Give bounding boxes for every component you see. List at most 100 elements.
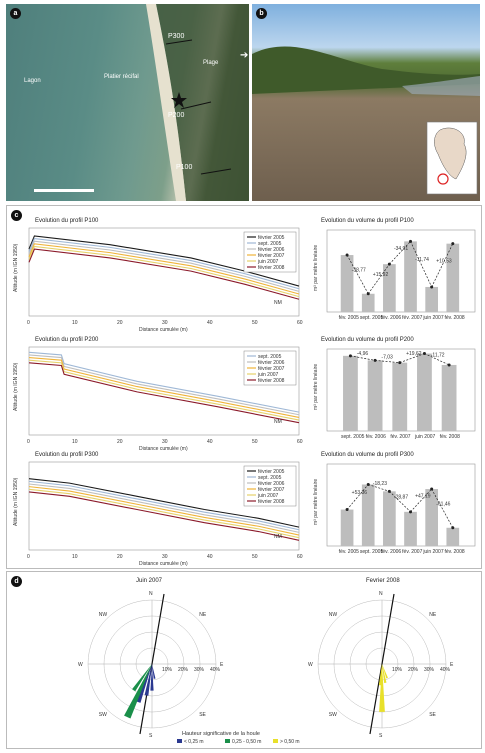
profile-series-line [28,357,300,418]
volume-bar [340,509,354,546]
volume-bar [383,264,396,312]
volume-diff-line [410,241,432,288]
legend-swatch [225,739,230,743]
rose-direction-NW: NW [329,612,338,618]
panel-a-aerial-photo: a P300 Lagon Platier récifal Plage P200 … [6,4,249,201]
profile-nm-label: NM [274,300,282,306]
profile-frame-0 [28,227,300,317]
volume-category: fév. 2007 [402,549,422,555]
label-lagon: Lagon [24,78,41,84]
profile-series-line [28,488,300,539]
rose-petal [132,664,152,692]
rose-petal [382,664,388,679]
volume-frame-0 [326,229,476,313]
volume-title-1: Evolution du volume du profil P200 [321,337,414,343]
rose-direction-SE: SE [199,712,206,718]
volume-bar [361,484,375,546]
volume-diff-label: +47,19 [415,493,431,499]
volume-category: fév. 2008 [440,434,460,440]
volume-ylabel-2: m³ par mètre linéaire [313,479,319,525]
legend-label: < 0,25 m [184,739,204,745]
volume-diff-label: -34,91 [394,246,408,252]
legend-label: > 0,50 m [280,739,300,745]
volume-diff-line [431,488,454,528]
rose-ring-label: 20% [408,667,419,673]
rose-ring-label: 30% [424,667,435,673]
volume-ylabel-0: m³ par mètre linéaire [313,245,319,291]
volume-bar [392,362,408,431]
legend-label: 0,25 - 0,50 m [232,739,261,745]
profile-xtick: 40 [207,439,213,445]
volume-point [345,253,349,257]
rose-petal [152,664,156,679]
rose-direction-SE: SE [429,712,436,718]
volume-bar [361,293,375,312]
volume-category: fév. 2006 [381,549,401,555]
profile-series-line [28,491,300,541]
profile-series-line [28,362,300,424]
volume-diff-line [399,353,425,363]
panel-a-label: a [10,8,21,19]
volume-category: juin 2007 [414,434,436,440]
rose-petal [378,664,382,686]
rose-direction-E: E [450,662,454,668]
volume-category: sept. 2005 [360,315,384,321]
profile-xtick: 60 [297,554,303,560]
legend-label: février 2007 [258,253,285,259]
profile-xtick: 40 [207,554,213,560]
volume-diff-label: -28,87 [394,495,408,501]
profile-series-line [28,235,300,287]
legend-label: juin 2007 [257,259,279,265]
profile-xtick: 0 [27,554,30,560]
volume-title-2: Evolution du volume du profil P300 [321,452,414,458]
rose-direction-S: S [379,733,383,739]
panel-c-svg: Evolution du profil P100 Altitude (m IGN … [13,218,476,567]
volume-diff-line [424,353,450,366]
volume-bar [441,364,457,431]
volume-title-0: Evolution du volume du profil P100 [321,218,414,224]
volume-point [398,361,402,365]
label-p200: P200 [168,112,185,119]
volume-category: juin 2007 [422,315,444,321]
volume-diff-line [389,241,411,265]
profile-xtick: 0 [27,320,30,326]
legend-title: Hauteur significative de la houle [182,731,260,737]
rose-direction-N: N [149,591,153,597]
volume-category: sept. 2005 [341,434,365,440]
profile-nm-label: NM [274,419,282,425]
rose-title-1: Fevrier 2008 [366,578,400,584]
volume-point [430,285,434,289]
volume-point [430,487,434,491]
volume-bar [417,353,432,431]
profile-legend-box [243,350,297,386]
volume-point [447,363,451,367]
volume-bar [343,355,358,431]
legend-label: sept. 2005 [258,241,282,247]
profile-xtick: 30 [162,320,168,326]
aerial-overlay [34,4,249,201]
profile-xtick: 30 [162,554,168,560]
profile-legend-box [243,465,297,507]
profile-nm-label: NM [274,534,282,540]
volume-ylabel-1: m³ par mètre linéaire [313,364,319,410]
volume-diff-label: -11,72 [431,352,445,358]
volume-bar [404,241,417,312]
volume-diff-line [346,254,369,294]
volume-bar [340,255,354,312]
profile-series-line [28,243,300,295]
profile-ylabel-2: Altitude (m IGN 1950) [13,477,19,526]
volume-point [451,242,455,246]
volume-point [366,292,370,296]
volume-category: juin 2007 [422,549,444,555]
label-p300: P300 [168,33,185,40]
volume-diff-label: +53,36 [352,490,368,496]
legend-label: février 2006 [258,481,285,487]
volume-point [422,352,426,356]
volume-bar [383,491,396,546]
volume-category: sept. 2005 [360,549,384,555]
profile-xlabel-2: Distance cumulée (m) [139,561,188,567]
legend-label: juin 2007 [257,372,279,378]
panel-d-wave-roses: d Juin 2007 10% 20% 30% 40% N NE E SE S SW W NW Fevri… [6,571,482,749]
volume-category: fév. 2006 [366,434,386,440]
